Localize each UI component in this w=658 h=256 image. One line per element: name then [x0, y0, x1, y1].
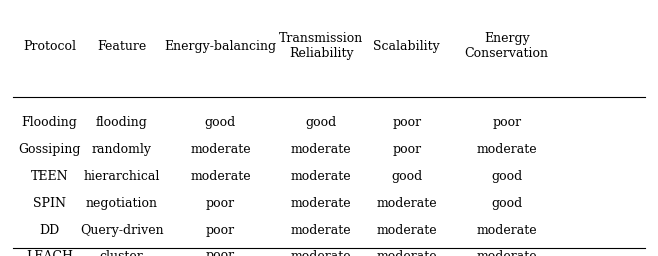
Text: moderate: moderate	[476, 224, 537, 237]
Text: moderate: moderate	[376, 197, 437, 210]
Text: good: good	[491, 170, 522, 183]
Text: moderate: moderate	[376, 224, 437, 237]
Text: Protocol: Protocol	[23, 40, 76, 52]
Text: moderate: moderate	[476, 250, 537, 256]
Text: hierarchical: hierarchical	[84, 170, 160, 183]
Text: good: good	[491, 197, 522, 210]
Text: randomly: randomly	[91, 143, 152, 156]
Text: moderate: moderate	[291, 197, 351, 210]
Text: Feature: Feature	[97, 40, 146, 52]
Text: Flooding: Flooding	[22, 116, 77, 129]
Text: poor: poor	[392, 143, 421, 156]
Text: moderate: moderate	[376, 250, 437, 256]
Text: flooding: flooding	[96, 116, 147, 129]
Text: good: good	[391, 170, 422, 183]
Text: TEEN: TEEN	[30, 170, 68, 183]
Text: Scalability: Scalability	[373, 40, 440, 52]
Text: moderate: moderate	[190, 170, 251, 183]
Text: cluster: cluster	[100, 250, 143, 256]
Text: poor: poor	[206, 197, 235, 210]
Text: negotiation: negotiation	[86, 197, 158, 210]
Text: Energy-balancing: Energy-balancing	[164, 40, 276, 52]
Text: DD: DD	[39, 224, 59, 237]
Text: poor: poor	[206, 224, 235, 237]
Text: poor: poor	[392, 116, 421, 129]
Text: Query-driven: Query-driven	[80, 224, 164, 237]
Text: good: good	[205, 116, 236, 129]
Text: moderate: moderate	[476, 143, 537, 156]
Text: good: good	[305, 116, 337, 129]
Text: moderate: moderate	[190, 143, 251, 156]
Text: moderate: moderate	[291, 143, 351, 156]
Text: moderate: moderate	[291, 224, 351, 237]
Text: poor: poor	[492, 116, 521, 129]
Text: Gossiping: Gossiping	[18, 143, 80, 156]
Text: LEACH: LEACH	[26, 250, 73, 256]
Text: Energy
Conservation: Energy Conservation	[465, 32, 549, 60]
Text: Transmission
Reliability: Transmission Reliability	[279, 32, 363, 60]
Text: poor: poor	[206, 250, 235, 256]
Text: moderate: moderate	[291, 250, 351, 256]
Text: SPIN: SPIN	[33, 197, 66, 210]
Text: moderate: moderate	[291, 170, 351, 183]
